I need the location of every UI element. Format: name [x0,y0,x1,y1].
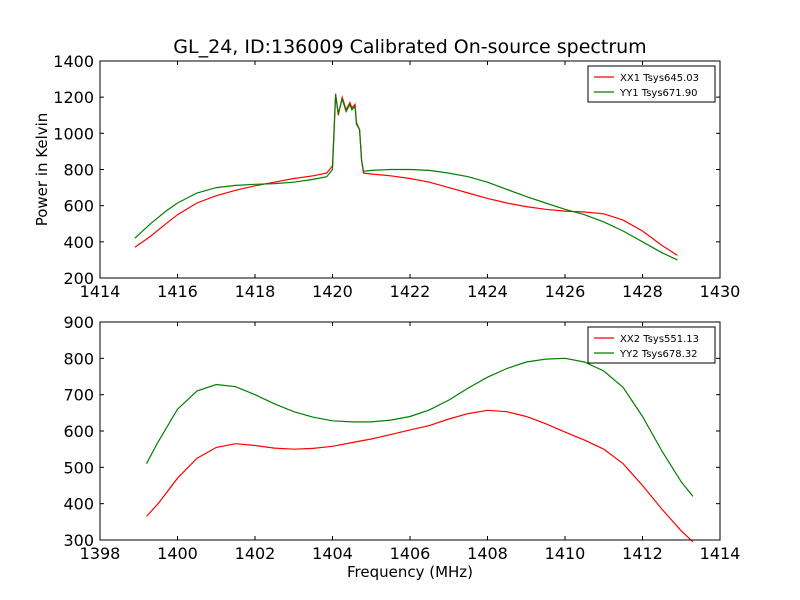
series-line-2 [145,357,694,497]
series-line-1 [146,409,694,543]
legend-label: XX2 Tsys551.13 [620,334,699,345]
x-tick-label: 1414 [80,282,121,301]
x-tick-label: 1430 [700,282,741,301]
legend-box [587,65,716,103]
legend-label: XX1 Tsys645.03 [620,73,699,84]
x-tick-label: 1416 [157,282,198,301]
y-tick-label: 600 [63,422,94,441]
legend: XX1 Tsys645.03 YY1 Tsys671.90 [587,65,716,103]
series-line-2 [134,95,678,261]
bottom-plot: 1398 1400 1402 1404 1406 1408 1410 1412 1414 300 4… [63,313,740,581]
x-tick-label: 1418 [235,282,276,301]
y-tick-label: 800 [63,161,94,180]
y-tick-label: 400 [63,233,94,252]
legend-label: YY1 Tsys671.90 [619,88,698,99]
x-tick-label: 1410 [545,544,586,563]
x-tick-label: 1412 [622,544,663,563]
x-tick-label: 1426 [545,282,586,301]
x-tick-label: 1404 [312,544,353,563]
x-tick-label: 1424 [467,282,508,301]
y-tick-label: 200 [63,269,94,288]
y-tick-label: 800 [63,349,94,368]
x-tick-label: 1398 [80,544,121,563]
legend-label: YY2 Tsys678.32 [619,349,698,360]
x-tick-label: 1428 [622,282,663,301]
y-tick-label: 700 [63,386,94,405]
y-axis-label: Power in Kelvin [33,113,51,227]
top-plot: 1414 1416 1418 1420 1422 1424 1426 1428 1430 200 4… [33,52,740,301]
y-tick-label: 900 [63,313,94,332]
y-tick-label: 1000 [53,124,94,143]
x-tick-label: 1400 [157,544,198,563]
y-tick-label: 1200 [53,88,94,107]
y-tick-label: 1400 [53,52,94,71]
x-axis-label: Frequency (MHz) [347,563,473,581]
x-tick-label: 1408 [467,544,508,563]
y-tick-label: 300 [63,531,94,550]
x-tick-label: 1414 [700,544,741,563]
legend: XX2 Tsys551.13 YY2 Tsys678.32 [587,326,716,364]
x-tick-label: 1406 [390,544,431,563]
y-tick-label: 500 [63,458,94,477]
x-tick-label: 1422 [390,282,431,301]
legend-box [587,326,716,364]
x-tick-label: 1420 [312,282,353,301]
series-line-1 [134,93,678,256]
x-tick-label: 1402 [235,544,276,563]
chart-title: GL_24, ID:136009 Calibrated On-source sp… [173,36,646,58]
y-tick-label: 600 [63,197,94,216]
y-tick-label: 400 [63,495,94,514]
